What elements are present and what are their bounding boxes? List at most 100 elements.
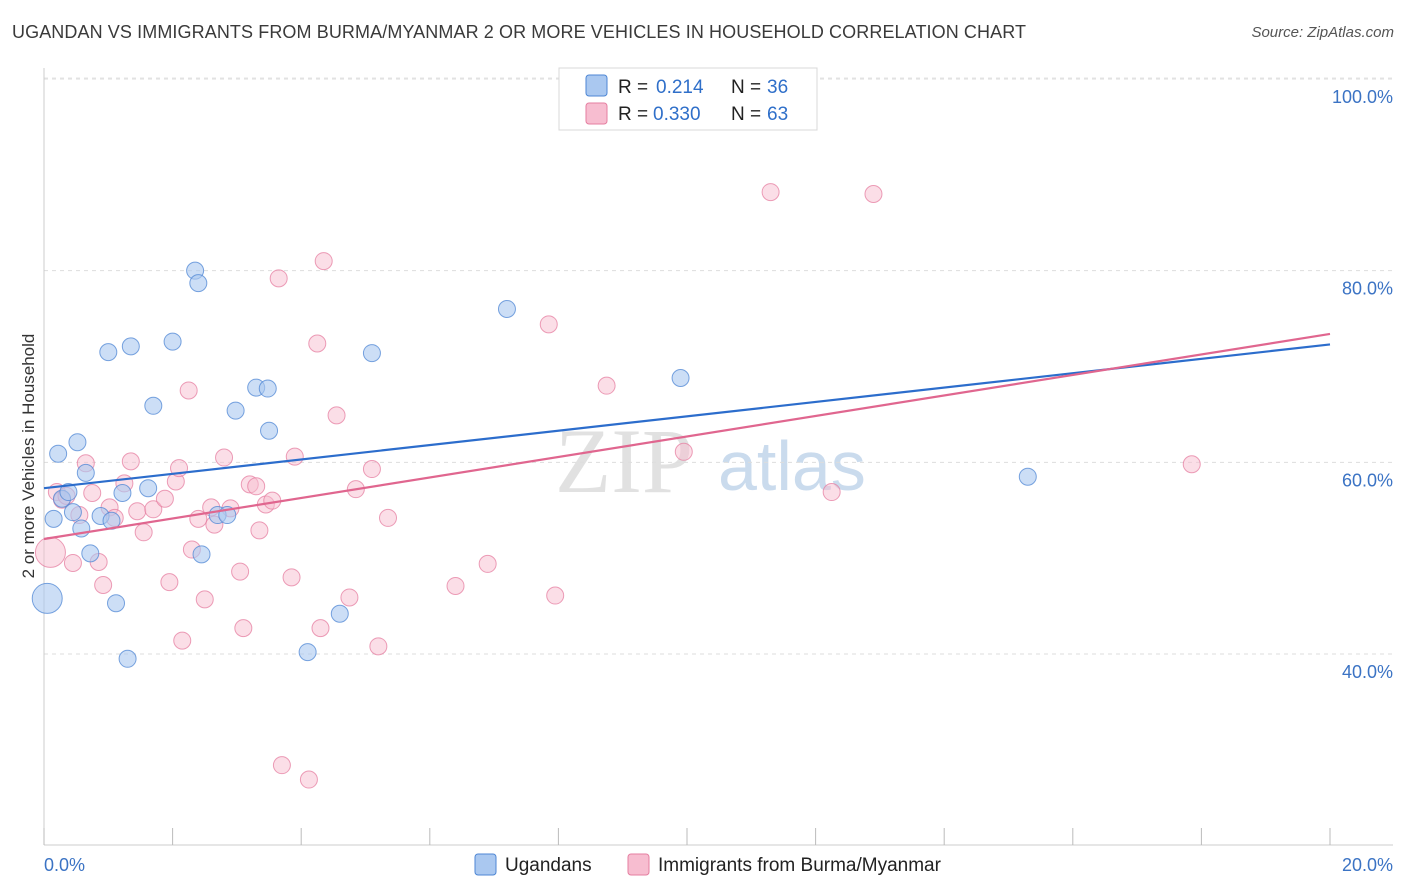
ugandan-point [44, 509, 63, 528]
legend-n-value-ugandans: 36 [767, 77, 788, 98]
burma-point [144, 500, 163, 519]
ugandan-point [31, 582, 63, 614]
source-credit: Source: ZipAtlas.com [1251, 24, 1394, 41]
burma-point [285, 447, 304, 466]
ugandan-point [1018, 467, 1037, 486]
burma-point [299, 770, 318, 789]
burma-point [597, 376, 616, 395]
burma-point [250, 521, 269, 540]
bottom-legend-label-ugandans: Ugandans [505, 855, 592, 876]
burma-point [539, 315, 558, 334]
x-tick-label: 20.0% [1342, 855, 1393, 875]
burma-point [215, 448, 234, 467]
burma-point [34, 536, 66, 568]
burma-point [369, 637, 388, 656]
burma-point [478, 554, 497, 573]
burma-point [308, 334, 327, 353]
burma-point [311, 619, 330, 638]
legend-n-label-ugandans: N = [731, 77, 761, 98]
burma-point [94, 576, 113, 594]
series-burma-points [34, 183, 1201, 789]
legend-n-value-burma: 63 [767, 104, 788, 125]
chart-title: UGANDAN VS IMMIGRANTS FROM BURMA/MYANMAR… [12, 22, 1027, 42]
ugandan-point [362, 344, 381, 363]
y-tick-label: 100.0% [1332, 87, 1393, 107]
ugandan-point [99, 343, 118, 362]
y-tick-label: 80.0% [1342, 279, 1393, 299]
burma-point [761, 183, 780, 202]
ugandan-point [497, 300, 516, 318]
legend-n-label-burma: N = [731, 104, 761, 125]
ugandan-point [226, 401, 245, 420]
ugandan-point [113, 484, 132, 502]
legend-r-label-ugandans: R = [618, 77, 648, 98]
ugandan-point [76, 463, 95, 482]
bottom-legend-swatch-burma [627, 853, 650, 876]
x-tick-marks [43, 828, 1331, 845]
ugandan-point [121, 337, 140, 356]
ugandan-point [671, 369, 690, 387]
burma-point [446, 576, 465, 595]
ugandan-point [118, 649, 137, 668]
y-tick-labels: 40.0% 60.0% 80.0% 100.0% [1332, 87, 1393, 682]
watermark-atlas: atlas [718, 427, 866, 505]
y-tick-label: 40.0% [1342, 662, 1393, 682]
ugandan-point [260, 421, 279, 440]
ugandan-point [189, 274, 208, 293]
burma-point [327, 406, 346, 425]
burma-point [160, 573, 179, 592]
ugandan-point [192, 545, 211, 564]
legend-r-value-burma: 0.330 [653, 104, 701, 125]
ugandan-point [163, 332, 182, 351]
trend-line-burma [43, 332, 1331, 541]
burma-point [173, 631, 192, 650]
burma-point [864, 185, 883, 203]
burma-point [314, 252, 333, 271]
burma-point [362, 460, 381, 479]
burma-point [822, 483, 841, 502]
burma-point [282, 568, 301, 587]
ugandan-point [49, 444, 68, 463]
burma-point [63, 553, 82, 572]
bottom-legend-swatch-ugandans [474, 853, 497, 876]
legend-r-label-burma: R = [618, 104, 648, 125]
burma-point [83, 484, 102, 502]
ugandan-point [144, 396, 163, 415]
burma-point [340, 588, 359, 607]
burma-point [231, 562, 250, 581]
series-ugandans-points [31, 261, 1037, 668]
burma-point [155, 489, 174, 508]
x-tick-label: 0.0% [44, 855, 85, 875]
burma-point [121, 452, 140, 471]
ugandan-point [330, 604, 349, 623]
ugandan-point [258, 379, 277, 398]
watermark-zip: ZIP [555, 410, 693, 512]
ugandan-point [59, 483, 78, 502]
burma-point [379, 508, 398, 527]
legend-swatch-ugandans [585, 74, 608, 97]
y-tick-label: 60.0% [1342, 470, 1393, 490]
burma-point [134, 523, 153, 542]
burma-point [674, 442, 693, 461]
legend-swatch-burma [585, 102, 608, 125]
ugandan-point [298, 643, 317, 662]
ugandan-point [68, 433, 87, 452]
burma-point [272, 756, 291, 775]
burma-point [247, 477, 266, 496]
legend-r-value-ugandans: 0.214 [656, 77, 704, 98]
trend-lines [43, 332, 1331, 541]
ugandan-point [107, 594, 126, 613]
burma-point [195, 590, 214, 609]
y-axis-label: 2 or more Vehicles in Household [19, 334, 38, 579]
burma-point [128, 502, 147, 521]
burma-point [234, 619, 253, 638]
ugandan-point [81, 544, 100, 563]
burma-point [179, 381, 198, 400]
top-legend: R = 0.214 N = 36 R = 0.330 N = 63 [558, 67, 818, 131]
ugandan-point [63, 503, 82, 522]
bottom-legend-label-burma: Immigrants from Burma/Myanmar [658, 855, 942, 876]
burma-point [546, 586, 565, 605]
ugandan-point [139, 479, 158, 498]
burma-point [269, 269, 288, 288]
